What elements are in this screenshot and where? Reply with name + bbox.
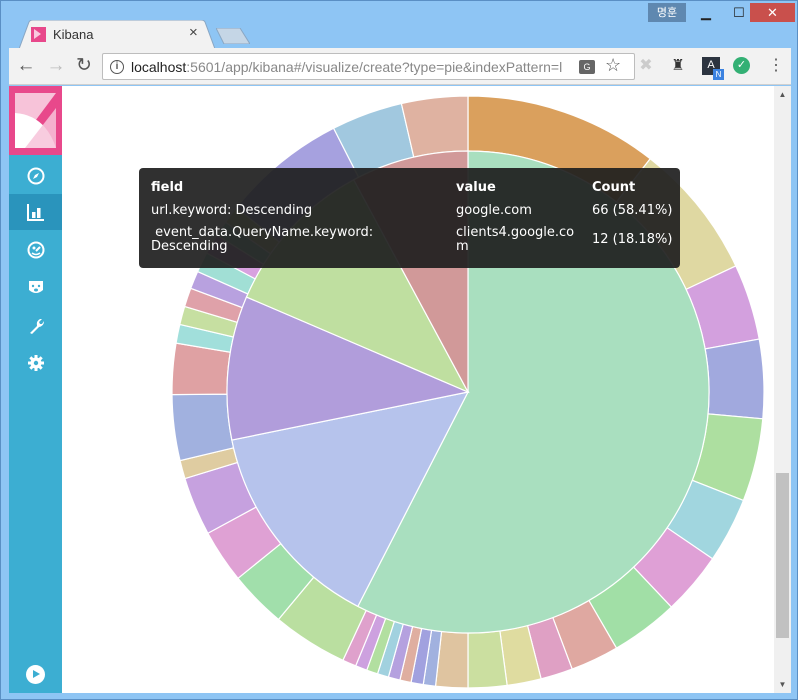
sidebar-item-discover[interactable] bbox=[9, 158, 62, 194]
vertical-scrollbar[interactable]: ▲ ▼ bbox=[774, 86, 791, 693]
chart-tooltip: field value Count url.keyword: Descendin… bbox=[139, 168, 680, 268]
tab-title: Kibana bbox=[53, 27, 94, 42]
dashboard-gauge-icon bbox=[27, 241, 44, 259]
tooltip-row2-field: event_data.QueryName.keyword: Descending bbox=[151, 226, 373, 254]
address-bar[interactable]: i localhost:5601/app/kibana#/visualize/c… bbox=[102, 53, 635, 80]
outer-ring-segment[interactable] bbox=[171, 393, 235, 462]
pie-chart-area: field value Count url.keyword: Descendin… bbox=[62, 86, 773, 693]
scroll-down-arrow-icon[interactable]: ▼ bbox=[778, 680, 787, 689]
wrench-icon bbox=[29, 319, 44, 334]
collapse-sidebar-play-icon[interactable] bbox=[26, 665, 45, 684]
info-icon[interactable]: i bbox=[110, 60, 124, 74]
outer-ring-segment[interactable] bbox=[704, 338, 765, 420]
bar-chart-icon bbox=[26, 204, 44, 221]
tooltip-header-value: value bbox=[456, 180, 496, 195]
tab-kibana[interactable]: Kibana × bbox=[19, 20, 215, 49]
browser-menu-button[interactable]: ⋮ bbox=[768, 57, 784, 74]
minimize-button[interactable]: ▁ bbox=[701, 5, 711, 20]
browser-toolbar: ← → ↻ i localhost:5601/app/kibana#/visua… bbox=[9, 48, 791, 85]
url-host: localhost bbox=[131, 59, 187, 75]
avast-extension-icon[interactable]: ✖ bbox=[639, 57, 653, 74]
new-tab-icon bbox=[215, 27, 251, 45]
kibana-favicon-icon bbox=[31, 27, 46, 42]
inner-pie-slice[interactable] bbox=[226, 296, 471, 441]
outer-ring-segment[interactable] bbox=[467, 630, 508, 689]
tooltip-row2-count: 12 (18.18%) bbox=[592, 232, 673, 247]
n-badge: N bbox=[713, 69, 724, 80]
tooltip-row2-value: clients4.google.co m bbox=[456, 226, 574, 254]
tooltip-row1-count: 66 (58.41%) bbox=[592, 203, 673, 218]
tooltip-row1-field: url.keyword: Descending bbox=[151, 203, 313, 218]
kibana-logo-icon bbox=[15, 93, 56, 148]
close-window-button[interactable]: ✕ bbox=[750, 3, 795, 22]
kibana-sidebar bbox=[9, 86, 62, 693]
page-content: field value Count url.keyword: Descendin… bbox=[9, 86, 791, 693]
tooltip-header-count: Count bbox=[592, 180, 636, 195]
new-tab-button[interactable] bbox=[215, 27, 251, 45]
sidebar-item-management[interactable] bbox=[9, 345, 62, 381]
kibana-logo[interactable] bbox=[9, 86, 62, 155]
title-bar: Kibana × 명훈 ▁ ☐ ✕ bbox=[1, 1, 798, 49]
sidebar-item-visualize[interactable] bbox=[9, 194, 62, 230]
translate-icon[interactable]: G bbox=[579, 60, 595, 74]
url-text[interactable]: localhost:5601/app/kibana#/visualize/cre… bbox=[131, 59, 576, 75]
reload-button[interactable]: ↻ bbox=[76, 55, 92, 76]
tab-shape bbox=[19, 20, 215, 49]
url-path: :5601/app/kibana#/visualize/create?type=… bbox=[186, 59, 563, 75]
value-line1: clients4.google.co bbox=[456, 225, 575, 240]
gear-icon bbox=[27, 355, 44, 371]
user-profile-badge[interactable]: 명훈 bbox=[648, 3, 686, 22]
tooltip-header-field: field bbox=[151, 180, 184, 195]
bear-face-icon bbox=[28, 281, 43, 293]
scroll-up-arrow-icon[interactable]: ▲ bbox=[778, 90, 787, 99]
value-line2: m bbox=[456, 239, 469, 254]
lamp-extension-icon[interactable]: ♜ bbox=[671, 57, 685, 74]
sidebar-item-timelion[interactable] bbox=[9, 269, 62, 305]
inner-pie-slice[interactable] bbox=[231, 391, 470, 608]
field-line1: event_data.QueryName.keyword: bbox=[151, 225, 374, 240]
maximize-button[interactable]: ☐ bbox=[733, 5, 745, 20]
outer-ring-segment[interactable] bbox=[400, 95, 469, 158]
bookmark-star-icon[interactable]: ☆ bbox=[605, 55, 622, 75]
pie-chart[interactable] bbox=[62, 86, 773, 693]
check-extension-icon[interactable]: ✓ bbox=[733, 57, 750, 74]
forward-button[interactable]: → bbox=[46, 55, 66, 76]
sidebar-item-dev-tools[interactable] bbox=[9, 308, 62, 344]
tab-close-icon[interactable]: × bbox=[189, 24, 198, 41]
sidebar-item-dashboard[interactable] bbox=[9, 232, 62, 268]
scroll-thumb[interactable] bbox=[776, 473, 789, 638]
back-button[interactable]: ← bbox=[16, 55, 36, 76]
compass-icon bbox=[27, 167, 44, 185]
field-line2: Descending bbox=[151, 239, 228, 254]
tooltip-row1-value: google.com bbox=[456, 203, 532, 218]
